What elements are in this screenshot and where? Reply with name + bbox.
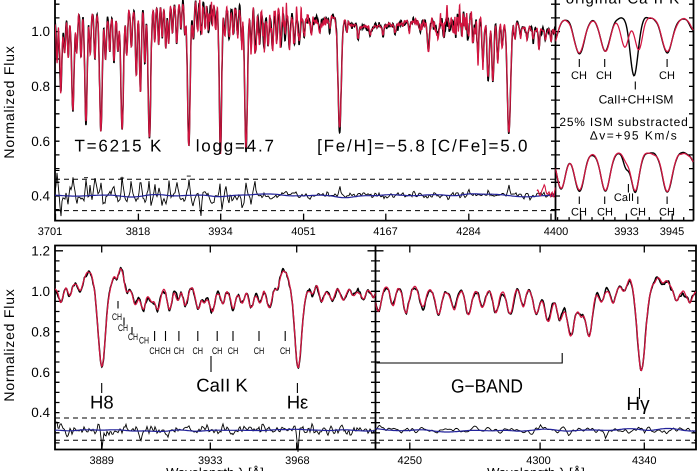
svg-text:Δv=+95 Km/s: Δv=+95 Km/s: [590, 129, 679, 143]
svg-text:T=6215 K: T=6215 K: [75, 137, 164, 156]
svg-text:0.6: 0.6: [31, 365, 50, 380]
svg-text:H8: H8: [90, 392, 114, 413]
svg-text:3818: 3818: [126, 226, 150, 238]
svg-text:CH: CH: [659, 70, 675, 82]
svg-text:CH: CH: [139, 336, 149, 347]
svg-text:0.8: 0.8: [31, 79, 50, 94]
svg-text:Wavelength λ [Å]: Wavelength λ [Å]: [487, 465, 585, 471]
svg-text:Wavelength λ [Å]: Wavelength λ [Å]: [166, 465, 264, 471]
svg-text:CaII+CH+ISM: CaII+CH+ISM: [599, 93, 674, 107]
svg-text:Normalized Flux: Normalized Flux: [1, 288, 17, 401]
svg-text:[C/Fe]=5.0: [C/Fe]=5.0: [431, 137, 529, 156]
svg-text:1.2: 1.2: [31, 243, 50, 258]
svg-text:Hε: Hε: [287, 392, 309, 413]
svg-text:logg=4.7: logg=4.7: [196, 137, 276, 156]
svg-text:CH: CH: [128, 332, 138, 343]
svg-text:CH: CH: [212, 346, 223, 357]
svg-text:3701: 3701: [38, 226, 62, 238]
svg-text:CH: CH: [597, 207, 613, 219]
svg-text:CH: CH: [193, 346, 204, 357]
svg-text:CaII: CaII: [614, 192, 634, 204]
svg-text:4250: 4250: [398, 455, 422, 467]
svg-text:G−BAND: G−BAND: [451, 377, 523, 398]
svg-text:[Fe/H]=−5.8: [Fe/H]=−5.8: [317, 137, 427, 156]
svg-text:CH: CH: [596, 70, 612, 82]
svg-text:3934: 3934: [208, 226, 232, 238]
svg-text:4340: 4340: [632, 455, 656, 467]
svg-text:1.0: 1.0: [31, 284, 50, 299]
svg-text:0.8: 0.8: [31, 324, 50, 339]
svg-text:CH: CH: [571, 70, 587, 82]
svg-text:25% ISM substracted: 25% ISM substracted: [559, 115, 688, 129]
svg-text:4167: 4167: [373, 226, 397, 238]
svg-text:CH: CH: [160, 346, 171, 357]
svg-text:CH: CH: [659, 207, 675, 219]
svg-text:Normalized Flux: Normalized Flux: [1, 45, 17, 158]
svg-text:4400: 4400: [544, 226, 568, 238]
svg-text:CH: CH: [630, 207, 646, 219]
svg-text:1.0: 1.0: [31, 24, 50, 39]
svg-text:0.6: 0.6: [31, 134, 50, 149]
svg-text:3945: 3945: [660, 226, 684, 238]
svg-text:CH: CH: [571, 207, 587, 219]
svg-text:CH: CH: [254, 346, 265, 357]
svg-text:3968: 3968: [285, 455, 309, 467]
svg-text:Hγ: Hγ: [626, 394, 650, 415]
svg-text:CH: CH: [112, 312, 122, 323]
svg-text:4300: 4300: [526, 455, 550, 467]
svg-text:0.4: 0.4: [31, 188, 50, 203]
svg-text:CH: CH: [280, 346, 291, 357]
svg-text:3889: 3889: [89, 455, 113, 467]
svg-text:CH: CH: [228, 346, 239, 357]
svg-text:0.4: 0.4: [31, 405, 50, 420]
svg-text:CaII K: CaII K: [196, 374, 248, 395]
svg-text:CH: CH: [174, 346, 185, 357]
svg-text:3933: 3933: [198, 455, 222, 467]
svg-text:3933: 3933: [614, 226, 638, 238]
svg-text:CH: CH: [118, 323, 128, 334]
svg-text:original Ca II K: original Ca II K: [566, 0, 680, 8]
svg-text:CH: CH: [149, 346, 160, 357]
svg-text:4051: 4051: [291, 226, 315, 238]
svg-text:4284: 4284: [456, 226, 480, 238]
